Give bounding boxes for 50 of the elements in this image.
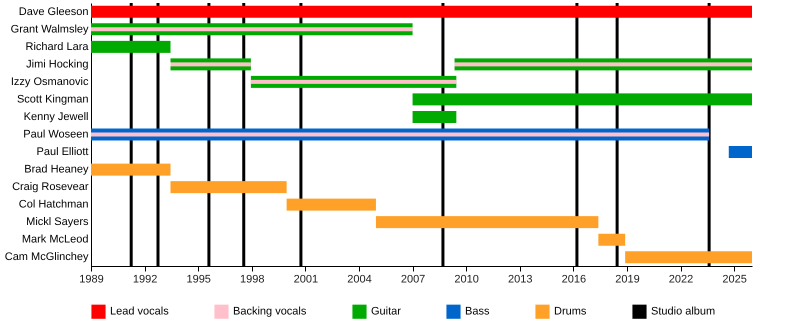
x-tick-label: 1998: [240, 274, 265, 286]
bar: [91, 40, 170, 53]
legend-label: Lead vocals: [110, 306, 170, 318]
x-tick-label: 2007: [400, 274, 426, 286]
y-tick-label: Scott Kingman: [16, 93, 88, 106]
y-tick-label: Kenny Jewell: [24, 110, 88, 123]
bar: [598, 234, 626, 246]
bar: [91, 164, 170, 176]
y-tick-label: Grant Walmsley: [10, 23, 89, 36]
y-tick-label: Izzy Osmanovic: [10, 76, 89, 88]
y-tick-label: Mickl Sayers: [26, 216, 89, 228]
x-tick-label: 1989: [79, 274, 104, 286]
x-tick-label: 2019: [615, 274, 640, 286]
y-tick-label: Brad Heaney: [24, 164, 89, 176]
y-tick-label: Paul Woseen: [23, 128, 88, 140]
x-tick-label: 2001: [294, 274, 318, 286]
x-tick-label: 2025: [722, 274, 747, 286]
bar: [412, 110, 456, 123]
x-tick-label: 1995: [186, 274, 211, 286]
y-tick-label: Col Hatchman: [18, 198, 88, 211]
bar: [412, 93, 752, 106]
x-tick-label: 2010: [454, 274, 479, 286]
x-tick-label: 1992: [132, 274, 158, 286]
bar: [91, 132, 710, 136]
bar: [376, 216, 598, 228]
legend-label: Guitar: [371, 306, 402, 318]
y-tick-label: Jimi Hocking: [26, 58, 88, 70]
x-tick-label: 2022: [668, 274, 694, 286]
x-tick-label: 2016: [562, 274, 586, 286]
legend-label: Drums: [554, 306, 587, 318]
bar: [625, 251, 752, 264]
bar: [728, 146, 752, 158]
y-tick-label: Richard Lara: [26, 40, 90, 53]
legend-label: Bass: [465, 306, 490, 318]
bar: [91, 6, 752, 18]
bar: [250, 80, 456, 84]
bar: [91, 27, 413, 32]
x-tick-label: 2004: [347, 274, 372, 286]
y-tick-label: Paul Elliott: [36, 146, 88, 158]
bar: [286, 198, 376, 211]
y-tick-label: Mark McLeod: [22, 234, 88, 246]
y-tick-label: Dave Gleeson: [18, 6, 88, 18]
x-tick-label: 2013: [508, 274, 532, 286]
legend-label: Studio album: [651, 306, 716, 318]
y-tick-label: Cam McGlinchey: [4, 251, 89, 264]
legend-label: Backing vocals: [233, 306, 307, 318]
y-tick-label: Craig Rosevear: [12, 181, 89, 194]
bar: [170, 181, 287, 194]
bar: [170, 62, 251, 66]
bar: [454, 62, 752, 66]
